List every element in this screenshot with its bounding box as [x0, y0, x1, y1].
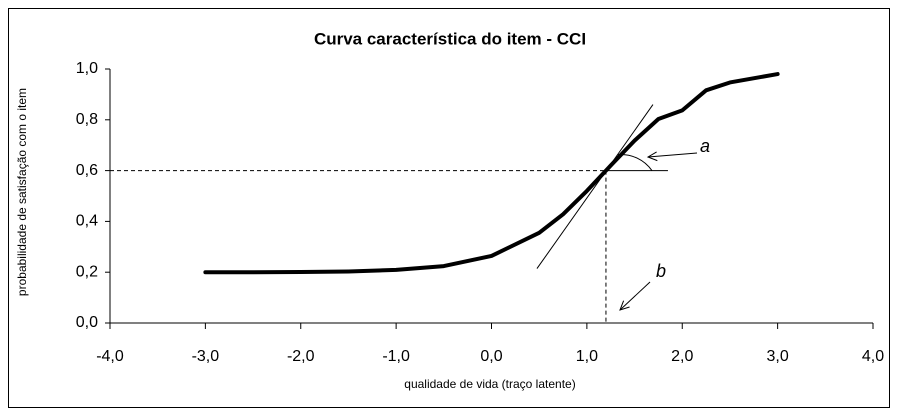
annotation-arrow: [647, 152, 698, 158]
y-tick-label: 0,6: [76, 162, 98, 179]
curve: [203, 72, 780, 275]
tangent-line: [536, 104, 654, 269]
annotation-arrowhead: [646, 151, 658, 162]
x-tick-label: -3,0: [192, 348, 220, 365]
y-tick-label: 0,0: [76, 314, 98, 331]
x-tick-label: 3,0: [767, 348, 789, 365]
annotation-arrow: [619, 281, 651, 311]
x-axis-label: qualidade de vida (traço latente): [404, 377, 575, 391]
annotation-arrowhead: [619, 300, 630, 311]
x-tick-label: -4,0: [96, 348, 124, 365]
y-axis-label: probabilidade de satisfação com o item: [15, 87, 29, 297]
chart-border: [8, 8, 890, 408]
y-tick-label: 0,4: [76, 213, 98, 230]
x-tick-label: 4,0: [862, 348, 884, 365]
x-tick-label: -2,0: [287, 348, 315, 365]
angle-arc: [617, 154, 653, 171]
x-tick-label: 0,0: [480, 348, 502, 365]
annotation-label: b: [656, 261, 666, 281]
annotation-label: a: [700, 136, 710, 156]
y-tick-label: 1,0: [76, 60, 98, 77]
y-tick-label: 0,2: [76, 263, 98, 280]
x-tick-label: 2,0: [671, 348, 693, 365]
x-tick-label: -1,0: [382, 348, 410, 365]
chart-title: Curva característica do item - CCI: [314, 29, 586, 48]
x-tick-label: 1,0: [576, 348, 598, 365]
y-tick-label: 0,8: [76, 111, 98, 128]
